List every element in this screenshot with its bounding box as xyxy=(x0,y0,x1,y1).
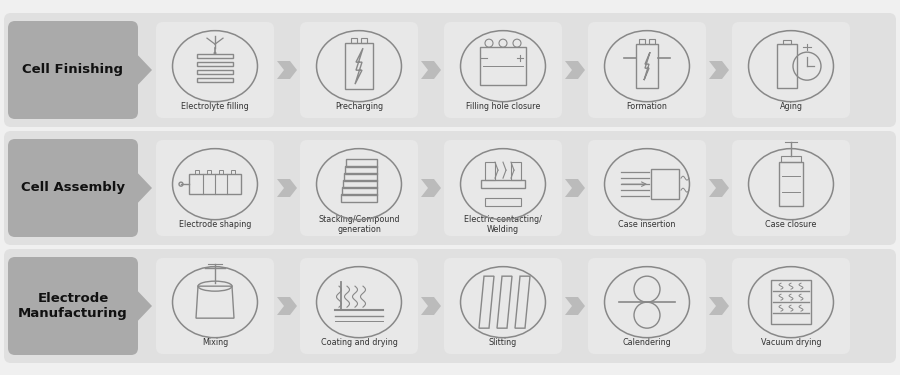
FancyBboxPatch shape xyxy=(156,258,274,354)
FancyBboxPatch shape xyxy=(732,22,850,118)
Text: Filling hole closure: Filling hole closure xyxy=(466,102,540,111)
Text: Calendering: Calendering xyxy=(623,338,671,347)
Polygon shape xyxy=(421,297,441,315)
FancyBboxPatch shape xyxy=(588,22,706,118)
FancyBboxPatch shape xyxy=(156,22,274,118)
FancyBboxPatch shape xyxy=(732,258,850,354)
Text: Electrode shaping: Electrode shaping xyxy=(179,220,251,229)
Polygon shape xyxy=(138,291,152,321)
Text: Cell Finishing: Cell Finishing xyxy=(22,63,123,76)
Bar xyxy=(346,159,377,167)
Text: Stacking/Compound
generation: Stacking/Compound generation xyxy=(319,214,400,234)
FancyBboxPatch shape xyxy=(8,139,138,237)
Bar xyxy=(231,170,235,174)
Bar xyxy=(777,44,797,88)
Bar xyxy=(197,62,233,66)
Polygon shape xyxy=(138,55,152,85)
Text: Vacuum drying: Vacuum drying xyxy=(760,338,821,347)
FancyBboxPatch shape xyxy=(444,140,562,236)
Text: Aging: Aging xyxy=(779,102,803,111)
FancyBboxPatch shape xyxy=(588,140,706,236)
Polygon shape xyxy=(277,297,297,315)
Bar xyxy=(481,180,525,188)
Bar xyxy=(351,38,357,43)
Text: Electric contacting/
Welding: Electric contacting/ Welding xyxy=(464,214,542,234)
Polygon shape xyxy=(709,61,729,79)
Bar xyxy=(783,40,791,44)
Polygon shape xyxy=(421,179,441,197)
Circle shape xyxy=(213,52,217,55)
FancyBboxPatch shape xyxy=(156,140,274,236)
Text: Mixing: Mixing xyxy=(202,338,228,347)
Bar xyxy=(361,38,367,43)
FancyBboxPatch shape xyxy=(4,131,896,245)
FancyBboxPatch shape xyxy=(444,258,562,354)
Bar xyxy=(771,280,811,324)
FancyBboxPatch shape xyxy=(300,22,418,118)
Polygon shape xyxy=(709,297,729,315)
FancyBboxPatch shape xyxy=(444,22,562,118)
Bar xyxy=(344,173,377,181)
Bar xyxy=(346,166,377,174)
Polygon shape xyxy=(421,61,441,79)
Bar xyxy=(480,47,526,85)
FancyBboxPatch shape xyxy=(4,249,896,363)
Text: Electrode
Manufacturing: Electrode Manufacturing xyxy=(18,291,128,321)
Bar xyxy=(197,78,233,82)
Bar xyxy=(485,162,495,180)
Text: Slitting: Slitting xyxy=(489,338,518,347)
FancyBboxPatch shape xyxy=(732,140,850,236)
Bar xyxy=(651,169,679,199)
FancyBboxPatch shape xyxy=(588,258,706,354)
Bar xyxy=(341,194,377,202)
Bar xyxy=(197,54,233,58)
Text: Precharging: Precharging xyxy=(335,102,383,111)
Bar xyxy=(781,156,801,162)
Bar xyxy=(779,162,803,206)
Polygon shape xyxy=(277,179,297,197)
Text: Cell Assembly: Cell Assembly xyxy=(21,182,125,195)
Polygon shape xyxy=(565,297,585,315)
Polygon shape xyxy=(277,61,297,79)
FancyBboxPatch shape xyxy=(300,258,418,354)
Polygon shape xyxy=(565,61,585,79)
FancyBboxPatch shape xyxy=(8,21,138,119)
Text: Coating and drying: Coating and drying xyxy=(320,338,398,347)
Text: Case insertion: Case insertion xyxy=(618,220,676,229)
Bar xyxy=(639,39,645,44)
Text: Electrolyte filling: Electrolyte filling xyxy=(181,102,249,111)
Bar xyxy=(342,187,377,195)
Bar xyxy=(195,170,199,174)
Bar xyxy=(219,170,223,174)
Bar xyxy=(511,162,521,180)
Polygon shape xyxy=(709,179,729,197)
FancyBboxPatch shape xyxy=(300,140,418,236)
Polygon shape xyxy=(138,173,152,203)
Text: Formation: Formation xyxy=(626,102,668,111)
Bar xyxy=(636,44,658,88)
Bar xyxy=(485,198,521,206)
Text: Case closure: Case closure xyxy=(765,220,816,229)
Bar xyxy=(207,170,211,174)
FancyBboxPatch shape xyxy=(8,257,138,355)
Bar xyxy=(649,39,655,44)
Bar xyxy=(345,43,373,89)
Bar xyxy=(197,70,233,74)
Polygon shape xyxy=(565,179,585,197)
Bar xyxy=(343,180,377,188)
Bar xyxy=(189,174,241,194)
FancyBboxPatch shape xyxy=(4,13,896,127)
